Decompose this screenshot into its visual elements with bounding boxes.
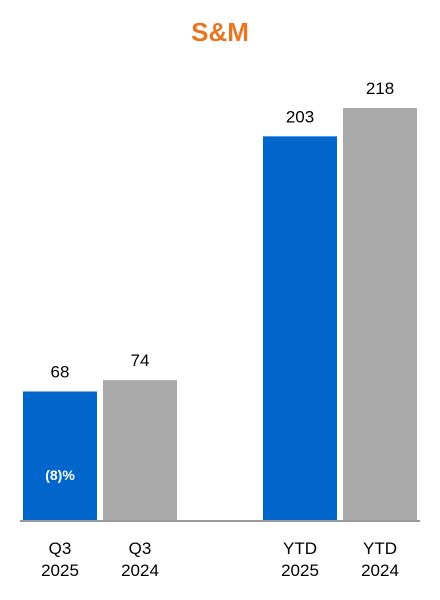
bar (23, 391, 97, 520)
bar (103, 380, 177, 520)
chart-title: S&M (191, 17, 249, 47)
value-label: 68 (51, 362, 70, 381)
x-tick-label: YTD 2024 (361, 539, 399, 580)
value-label: 218 (366, 79, 394, 98)
annotation: (8)% (45, 467, 75, 483)
x-tick-label: Q3 2024 (121, 539, 159, 580)
x-tick-label: YTD 2025 (281, 539, 319, 580)
value-label: 203 (286, 107, 314, 126)
bar (263, 136, 337, 520)
bar (343, 108, 417, 520)
value-label: 74 (131, 351, 150, 370)
x-tick-label: Q3 2025 (41, 539, 79, 580)
